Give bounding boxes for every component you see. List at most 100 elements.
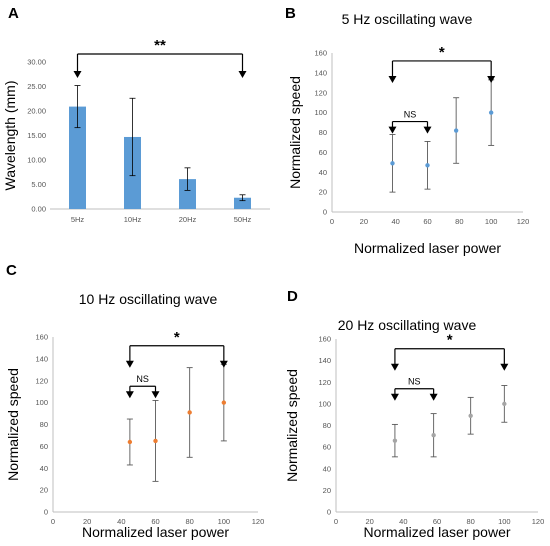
sig-bracket-right-arrow [219,360,228,368]
y-tick-label: 140 [35,354,48,363]
ns-bracket-label: NS [408,377,421,387]
x-tick-label: 120 [252,517,265,526]
bar-50hz [234,197,251,209]
data-point [127,439,133,445]
y-tick-label: 120 [314,88,327,97]
sig-bracket-left-arrow [125,360,134,368]
sig-bracket-right-arrow [238,71,247,78]
sig-bracket-label: ** [154,37,166,54]
panel-a: A 0.00 5.00 10.00 15.00 20.00 25.00 30.00 5Hz 10H… [2,5,270,224]
sig-bracket-right-arrow [487,75,496,83]
y-tick-label: 120 [35,376,48,385]
x-tick-label: 100 [498,517,511,526]
x-tick-label: 60 [433,517,441,526]
sig-bracket-label: * [439,44,445,61]
x-tick-label: 0 [334,517,338,526]
panel-a-letter: A [8,5,19,22]
ns-bracket-right-arrow [423,126,432,134]
data-point [425,163,430,168]
data-point [453,128,459,133]
y-tick-label: 10.00 [27,156,46,165]
y-tick-label: 0 [44,508,48,517]
x-axis-label: Normalized laser power [82,524,229,540]
y-tick-label: 20 [319,188,327,197]
y-tick-label: 20.00 [27,107,46,116]
x-tick-label: 120 [532,517,545,526]
x-tick-label: 60 [151,517,159,526]
y-tick-label: 60 [323,443,331,452]
x-axis-label: Normalized laser power [354,240,501,256]
x-tick-label: 100 [485,217,498,226]
x-tick-label: 50Hz [234,215,252,224]
y-tick-label: 140 [318,356,331,365]
y-tick-label: 140 [314,68,327,77]
x-tick-label: 100 [218,517,231,526]
y-tick-label: 160 [318,335,331,344]
data-point [187,410,192,415]
chart-title: 20 Hz oscillating wave [338,317,477,333]
x-axis-label: Normalized laser power [363,524,510,540]
ns-bracket-right-arrow [429,393,438,401]
y-tick-label: 5.00 [31,180,46,189]
y-axis-label: Wavelength (mm) [2,81,18,191]
x-tick-label: 40 [391,217,399,226]
x-tick-label: 120 [517,217,530,226]
panel-b: B 5 Hz oscillating wave 0 20 40 60 80 100 120 140… [285,5,529,256]
chart-title: 10 Hz oscillating wave [79,291,218,307]
y-axis-label: Normalized speed [284,369,300,482]
y-tick-label: 100 [314,108,327,117]
y-tick-label: 0 [323,208,327,217]
y-tick-label: 40 [40,464,48,473]
sig-bracket-left-arrow [73,71,82,78]
x-tick-label: 80 [466,517,474,526]
chart-title: 5 Hz oscillating wave [342,11,473,27]
y-tick-label: 30.00 [27,58,46,67]
x-tick-label: 20 [83,517,91,526]
x-tick-label: 20 [360,217,368,226]
x-tick-label: 60 [423,217,431,226]
sig-bracket-label: * [447,332,453,349]
ns-bracket-left-arrow [388,126,397,134]
ns-bracket-label: NS [136,374,149,384]
y-tick-label: 80 [323,421,331,430]
y-axis-label: Normalized speed [5,368,21,481]
panel-d-letter: D [287,288,298,305]
data-point [390,161,395,166]
panel-b-letter: B [285,5,296,22]
x-tick-label: 80 [455,217,463,226]
y-tick-label: 80 [319,128,327,137]
data-point [221,400,227,405]
bar-20hz [179,179,196,209]
data-point [153,438,158,444]
ns-bracket-label: NS [404,110,417,120]
ns-bracket-left-arrow [390,393,399,401]
x-tick-label: 5Hz [71,215,85,224]
data-point [488,110,494,115]
y-tick-label: 60 [319,148,327,157]
panel-c: C 10 Hz oscillating wave 0 20 40 60 80 100 120 14… [5,262,264,540]
y-tick-label: 40 [323,464,331,473]
y-tick-label: 100 [318,399,331,408]
data-point [502,401,507,407]
data-point [468,413,473,418]
x-tick-label: 20 [365,517,373,526]
x-tick-label: 10Hz [124,215,142,224]
y-tick-label: 0 [327,508,331,517]
panel-c-letter: C [6,262,17,279]
y-tick-label: 160 [314,49,327,58]
y-tick-label: 160 [35,333,48,342]
ns-bracket-left-arrow [125,391,134,399]
y-tick-label: 120 [318,378,331,387]
data-point [392,438,398,443]
sig-bracket-right-arrow [500,363,509,371]
y-tick-label: 60 [40,442,48,451]
sig-bracket-left-arrow [390,363,399,371]
sig-bracket-label: * [174,329,180,346]
y-tick-label: 15.00 [27,131,46,140]
panel-d: D 20 Hz oscillating wave 0 20 40 60 80 100 120 14… [284,288,544,540]
ns-bracket-right-arrow [151,391,160,399]
y-tick-label: 20 [40,486,48,495]
x-tick-label: 40 [117,517,125,526]
x-tick-label: 80 [185,517,193,526]
